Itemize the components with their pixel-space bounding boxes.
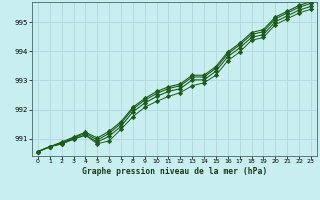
- X-axis label: Graphe pression niveau de la mer (hPa): Graphe pression niveau de la mer (hPa): [82, 167, 267, 176]
